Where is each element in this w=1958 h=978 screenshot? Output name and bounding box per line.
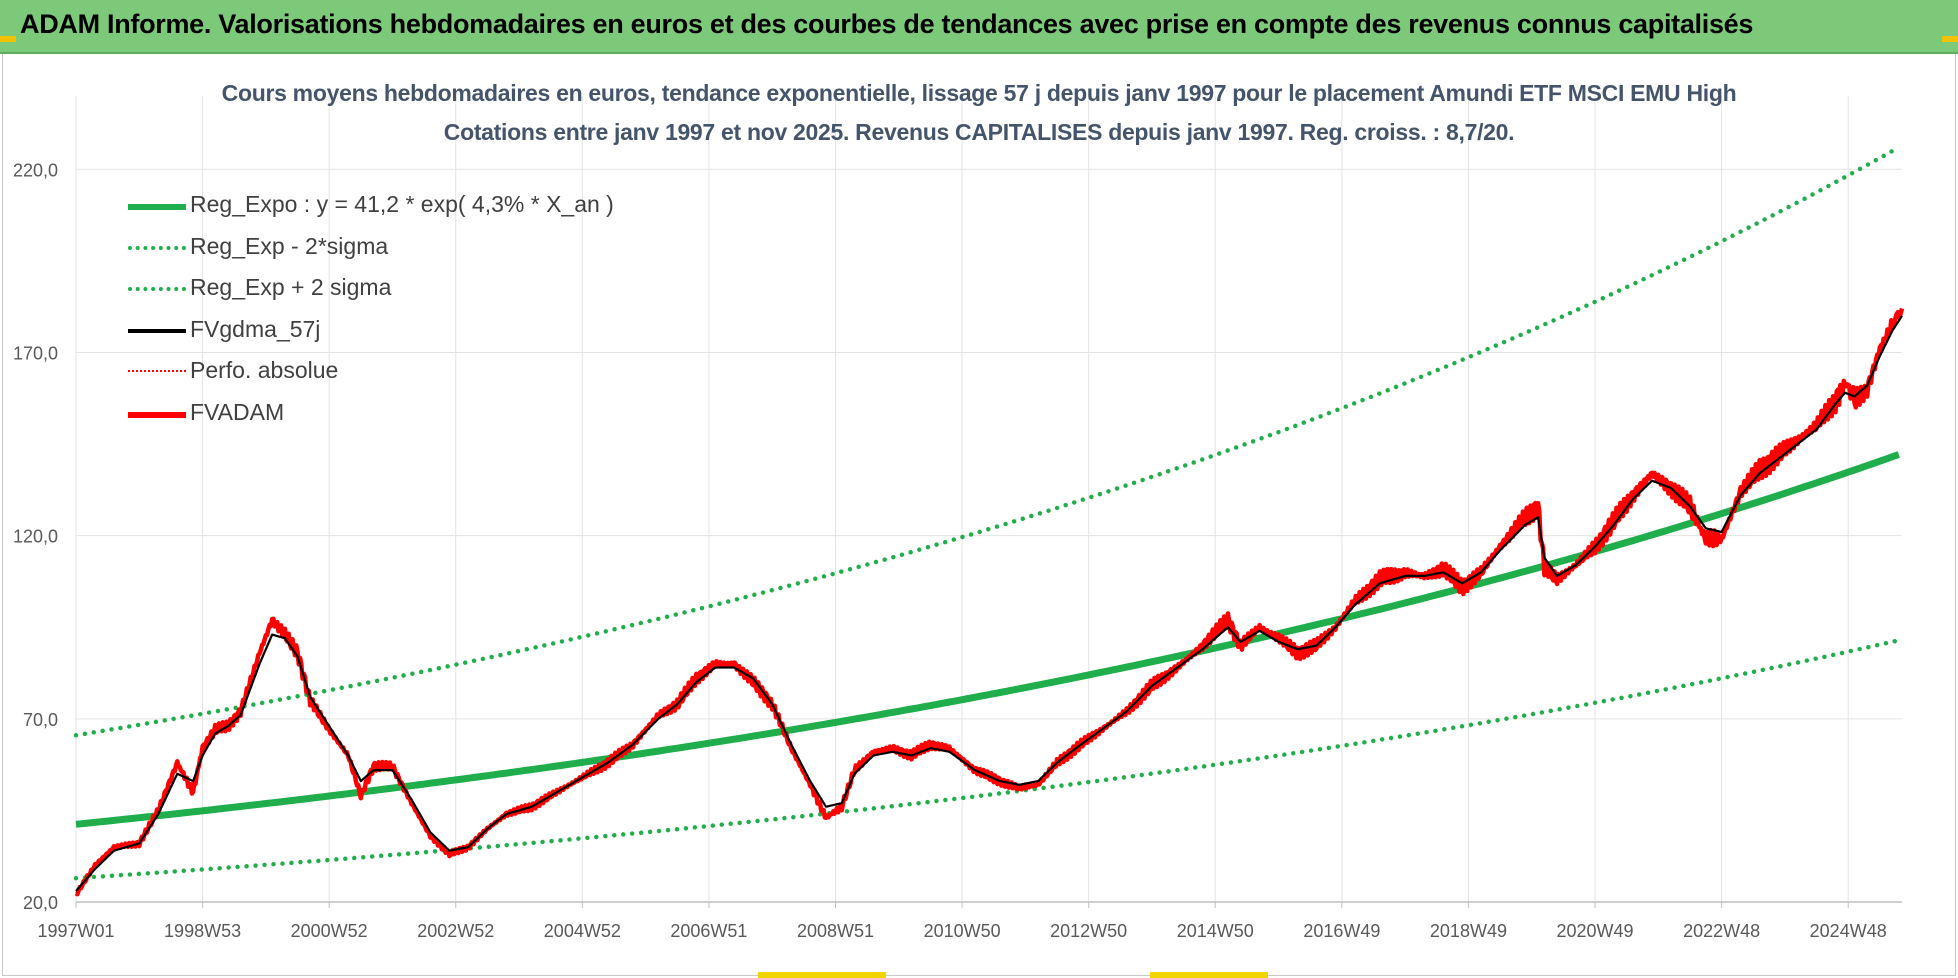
- series-reg-exp-minus-2-sigma: [73, 638, 1902, 881]
- x-tick-label: 2022W48: [1683, 921, 1760, 941]
- chart-subtitle: Cotations entre janv 1997 et nov 2025. R…: [443, 119, 1515, 145]
- legend-swatch: [128, 245, 186, 250]
- bottom-tab-2: [1150, 972, 1268, 978]
- legend-label: Reg_Expo : y = 41,2 * exp( 4,3% * X_an ): [190, 191, 614, 217]
- corner-mark-left: [0, 36, 16, 42]
- y-tick-label: 220,0: [13, 160, 58, 180]
- x-tick-label: 2020W49: [1556, 921, 1633, 941]
- chart-frame: [2, 54, 1956, 976]
- legend-swatch: [128, 287, 186, 291]
- x-tick-label: 2024W48: [1810, 921, 1887, 941]
- y-tick-label: 70,0: [23, 710, 58, 730]
- series-fvadam: [74, 307, 1905, 897]
- legend-swatch: [128, 204, 186, 210]
- legend-label: Reg_Exp + 2 sigma: [190, 274, 392, 300]
- x-tick-label: 2012W50: [1050, 921, 1127, 941]
- x-tick-label: 1997W01: [37, 921, 114, 941]
- legend-label: Perfo. absolue: [190, 357, 339, 383]
- chart-title: Cours moyens hebdomadaires en euros, ten…: [221, 80, 1737, 106]
- x-tick-label: 1998W53: [164, 921, 241, 941]
- x-tick-label: 2004W52: [544, 921, 621, 941]
- x-tick-label: 2008W51: [797, 921, 874, 941]
- series-reg-exp-plus-2-sigma: [73, 145, 1902, 738]
- y-tick-label: 120,0: [13, 527, 58, 547]
- corner-mark-right: [1942, 36, 1958, 42]
- legend-label: Reg_Exp - 2*sigma: [190, 232, 389, 259]
- series-fvgdma-57j: [75, 315, 1903, 892]
- report-title: ADAM Informe. Valorisations hebdomadaire…: [20, 9, 1754, 39]
- x-tick-label: 2006W51: [670, 921, 747, 941]
- legend-label: FVADAM: [190, 398, 285, 425]
- report-banner: ADAM Informe. Valorisations hebdomadaire…: [0, 0, 1958, 54]
- x-tick-label: 2000W52: [291, 921, 368, 941]
- x-tick-label: 2002W52: [417, 921, 494, 941]
- legend-swatch: [128, 370, 186, 372]
- bottom-tab-1: [758, 972, 886, 978]
- y-tick-label: 20,0: [23, 893, 58, 913]
- x-tick-label: 2010W50: [924, 921, 1001, 941]
- x-tick-label: 2016W49: [1303, 921, 1380, 941]
- legend-swatch: [128, 411, 186, 418]
- x-tick-label: 2014W50: [1177, 921, 1254, 941]
- legend-label: FVgdma_57j: [190, 315, 321, 342]
- x-tick-label: 2018W49: [1430, 921, 1507, 941]
- legend-swatch: [128, 328, 186, 333]
- y-tick-label: 170,0: [13, 343, 58, 363]
